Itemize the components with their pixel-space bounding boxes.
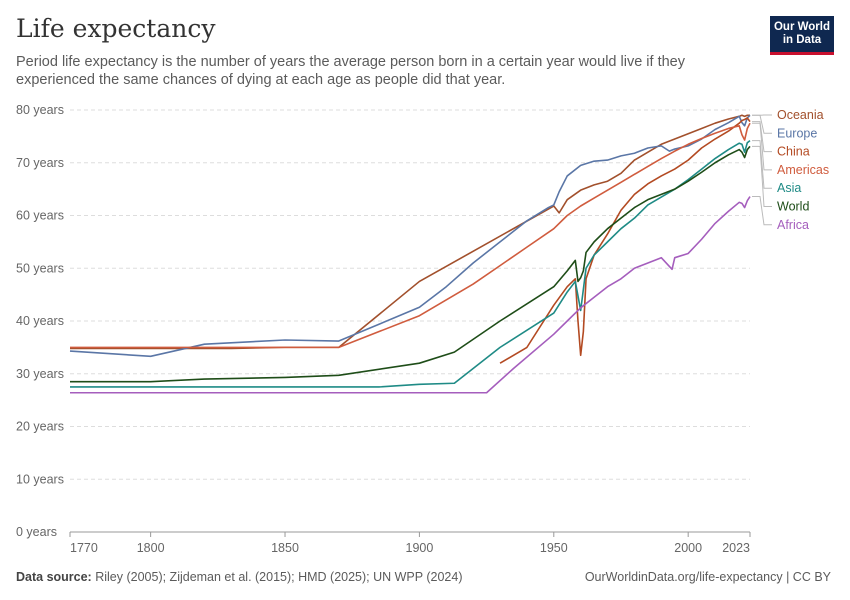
label-connector <box>752 145 772 207</box>
logo-line-1: Our World <box>773 21 830 33</box>
series-label-china[interactable]: China <box>777 145 810 159</box>
footer-url[interactable]: OurWorldinData.org/life-expectancy | CC … <box>584 570 831 584</box>
label-connector <box>752 122 772 171</box>
y-tick-label: 0 years <box>16 525 57 539</box>
y-tick-label: 30 years <box>16 367 64 381</box>
series-line-world[interactable] <box>70 145 751 383</box>
chart-subtitle: Period life expectancy is the number of … <box>16 54 685 88</box>
series-line-oceania[interactable] <box>70 114 750 350</box>
series-labels[interactable]: Oceania Europe China Americas Asia World Afric… <box>752 108 829 232</box>
grid <box>70 109 750 480</box>
y-tick-label: 60 years <box>16 209 64 223</box>
series-label-africa[interactable]: Africa <box>777 218 809 232</box>
data-source: Data source: Riley (2005); Zijdeman et a… <box>16 570 463 584</box>
series-lines[interactable] <box>69 114 751 394</box>
x-tick-label: 1850 <box>271 541 299 555</box>
series-line-africa[interactable] <box>70 196 751 394</box>
data-source-label: Data source: <box>16 570 92 584</box>
label-connector <box>752 114 772 134</box>
label-connector <box>752 121 772 153</box>
y-tick-label: 50 years <box>16 261 64 275</box>
x-tick-label: 1900 <box>406 541 434 555</box>
x-tick-label: 1950 <box>540 541 568 555</box>
x-tick-label: 1800 <box>137 541 165 555</box>
series-label-world[interactable]: World <box>777 200 809 214</box>
axes: 0 years 10 years 20 years 30 years 40 years 5… <box>16 103 751 555</box>
series-label-americas[interactable]: Americas <box>777 163 829 177</box>
y-tick-label: 20 years <box>16 420 64 434</box>
series-line-europe[interactable] <box>69 114 751 358</box>
data-source-text[interactable]: Riley (2005); Zijdeman et al. (2015); HM… <box>95 570 463 584</box>
series-label-oceania[interactable]: Oceania <box>777 108 824 122</box>
series-line-china[interactable] <box>499 117 751 364</box>
owid-logo[interactable]: Our World in Data <box>770 16 834 55</box>
series-line-asia[interactable] <box>70 139 751 388</box>
label-connector <box>752 140 772 189</box>
chart-title: Life expectancy <box>16 14 216 43</box>
series-label-europe[interactable]: Europe <box>777 126 817 140</box>
logo-line-2: in Data <box>782 34 822 46</box>
y-tick-label: 40 years <box>16 314 64 328</box>
y-tick-label: 80 years <box>16 103 64 117</box>
x-tick-label: 1770 <box>70 541 98 555</box>
y-tick-label: 10 years <box>16 472 64 486</box>
series-line-americas[interactable] <box>70 122 751 349</box>
x-tick-label: 2000 <box>674 541 702 555</box>
x-tick-label: 2023 <box>722 541 750 555</box>
y-tick-label: 70 years <box>16 156 64 170</box>
series-label-asia[interactable]: Asia <box>777 181 801 195</box>
label-connector <box>752 196 772 226</box>
